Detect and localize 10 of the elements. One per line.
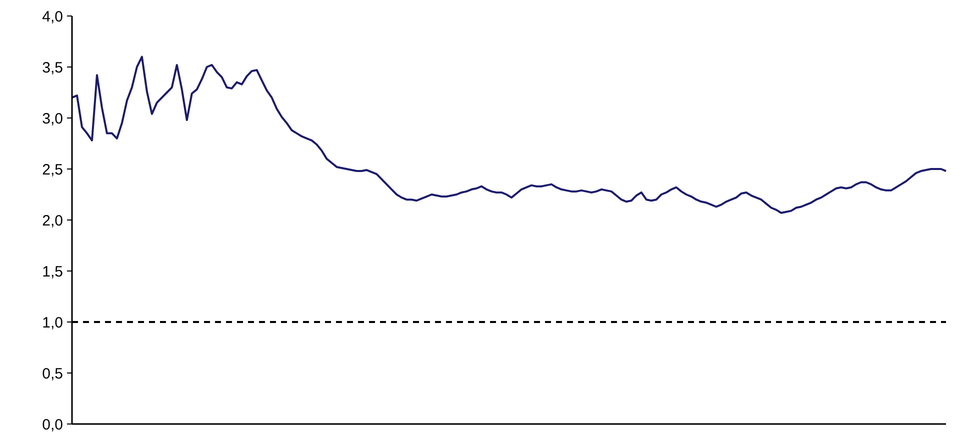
y-tick-label: 3,0	[42, 110, 63, 128]
y-tick-label: 0,0	[42, 416, 63, 434]
y-tick-label: 3,5	[42, 59, 63, 76]
y-tick-label: 2,5	[42, 161, 63, 178]
y-tick-label: 4,0	[42, 8, 63, 26]
y-tick-label: 2,0	[42, 212, 63, 230]
y-tick-label: 1,5	[42, 263, 63, 280]
y-tick-label: 1,0	[42, 314, 63, 332]
line-series	[71, 56, 947, 214]
y-tick-label: 0,5	[42, 365, 63, 382]
